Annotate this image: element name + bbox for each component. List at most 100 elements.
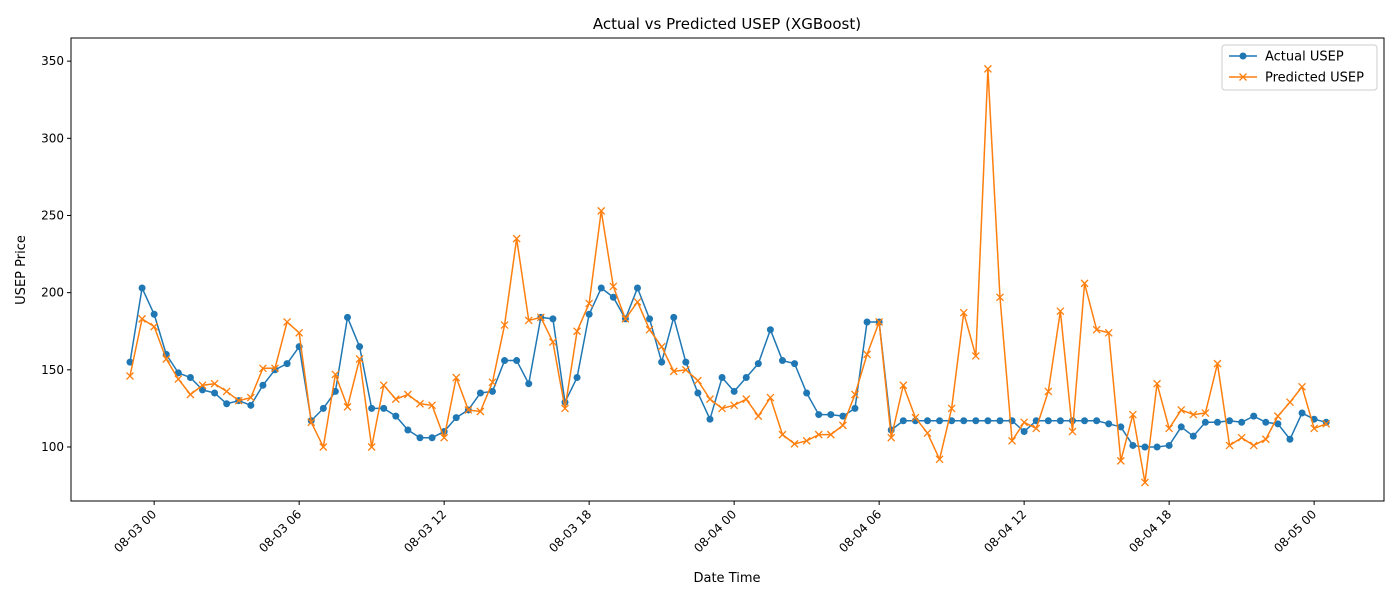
data-point [464, 405, 473, 414]
data-point [827, 411, 835, 419]
data-point [790, 439, 799, 448]
legend-label: Actual USEP [1265, 50, 1344, 65]
data-point [186, 390, 195, 399]
data-point [1213, 359, 1222, 368]
data-point [826, 430, 835, 439]
data-point [838, 421, 847, 430]
data-point [488, 387, 496, 395]
legend-marker [1239, 73, 1247, 81]
data-point [512, 234, 521, 243]
data-point [718, 404, 727, 413]
data-point [814, 430, 823, 439]
data-point [1165, 441, 1173, 449]
data-point [126, 358, 134, 366]
data-point [404, 426, 412, 434]
data-point [150, 322, 159, 331]
data-point [887, 433, 896, 442]
data-point [258, 364, 267, 373]
data-point [971, 351, 980, 360]
data-point [452, 414, 460, 422]
data-point [416, 434, 424, 442]
data-point [911, 413, 920, 422]
data-point [211, 389, 219, 397]
data-point [1177, 423, 1185, 431]
y-axis-label: USEP Price [14, 235, 29, 305]
data-point [706, 415, 714, 423]
data-point [1116, 456, 1125, 465]
data-point [1310, 424, 1319, 433]
y-tick-label: 300 [41, 131, 64, 145]
data-point [1250, 412, 1258, 420]
data-point [355, 355, 364, 363]
x-axis-label: Date Time [693, 571, 760, 586]
data-point [718, 374, 726, 382]
data-point [899, 381, 908, 390]
data-point [210, 379, 219, 388]
data-point [1322, 419, 1331, 428]
data-point [766, 326, 774, 334]
data-point [246, 393, 255, 402]
data-point [500, 321, 509, 330]
data-point [742, 374, 750, 382]
data-point [802, 436, 811, 445]
data-point [1141, 443, 1149, 451]
legend-item: Actual USEP [1229, 50, 1344, 65]
data-point [983, 64, 992, 73]
data-point [585, 310, 593, 318]
data-point [283, 360, 291, 368]
data-point [621, 314, 630, 323]
data-point [766, 393, 775, 402]
data-point [972, 417, 980, 425]
data-point [283, 318, 292, 326]
data-point [319, 443, 328, 451]
data-point [271, 364, 279, 373]
data-point [1237, 433, 1246, 442]
data-point [1008, 436, 1017, 445]
data-point [440, 433, 449, 442]
data-point [452, 373, 461, 382]
data-point [1286, 435, 1294, 443]
data-point [247, 401, 255, 409]
data-point [984, 417, 992, 425]
data-point [223, 400, 231, 408]
data-point [633, 284, 641, 292]
chart-title: Actual vs Predicted USEP (XGBoost) [593, 15, 861, 33]
y-tick-label: 100 [41, 440, 64, 454]
data-point [706, 395, 714, 404]
data-point [585, 299, 594, 308]
data-point [947, 404, 956, 413]
plot-frame [70, 37, 1385, 502]
data-point [379, 381, 388, 390]
legend: Actual USEP Predicted USEP [1221, 44, 1378, 91]
y-tick-label: 250 [41, 208, 64, 222]
data-point [1081, 417, 1089, 425]
data-point [875, 318, 884, 326]
data-point [307, 418, 316, 427]
data-point [597, 206, 606, 215]
data-point [476, 389, 484, 397]
data-point [1129, 441, 1137, 449]
data-point [331, 387, 339, 395]
data-point [162, 355, 171, 363]
data-point [754, 412, 763, 421]
data-point [1298, 382, 1307, 391]
data-point [899, 417, 907, 425]
data-point [174, 369, 182, 377]
data-point [1298, 409, 1306, 417]
data-point [525, 380, 533, 388]
series-line [129, 68, 1327, 484]
data-point [839, 412, 847, 420]
data-point [138, 284, 146, 292]
data-point [1056, 307, 1065, 316]
data-point [548, 338, 557, 346]
data-point [259, 381, 267, 389]
data-point [319, 404, 327, 412]
data-point [198, 381, 207, 390]
data-point [959, 308, 968, 317]
data-point [645, 325, 654, 334]
data-point [803, 389, 811, 397]
data-point [851, 390, 859, 399]
data-point [573, 374, 581, 382]
data-point [222, 387, 231, 396]
